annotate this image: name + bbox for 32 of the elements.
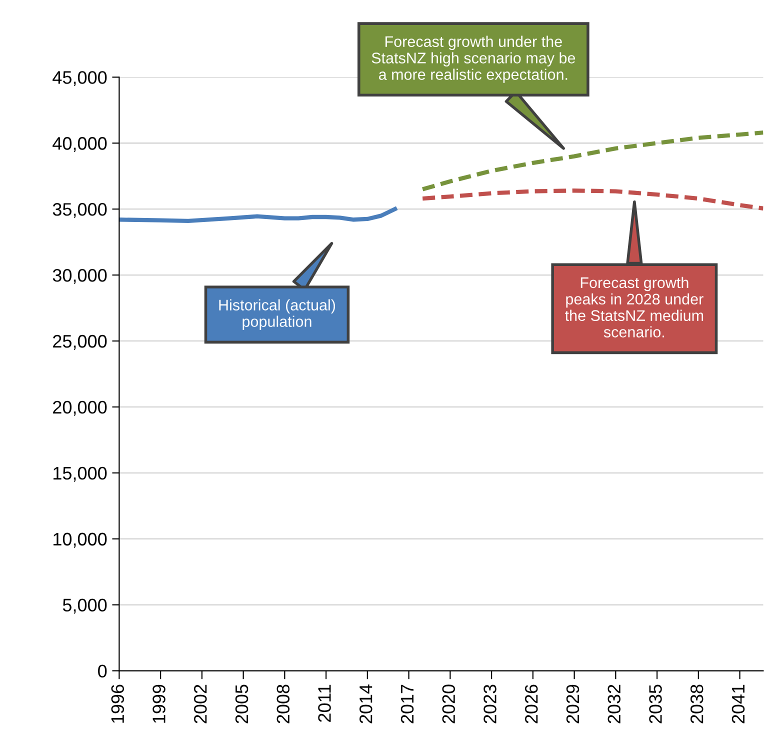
annotation: Forecast growth peaks in 2028 under the StatsNZ medium scenario. (565, 276, 704, 338)
y-tick-label: 5,000 (62, 598, 107, 614)
x-tick-label: 2032 (608, 684, 621, 724)
x-tick-label: 2041 (732, 684, 745, 724)
y-tick-label: 30,000 (52, 268, 107, 284)
x-tick-label: 2029 (566, 684, 580, 724)
x-tick-label: 2035 (649, 684, 662, 724)
y-tick-label: 15,000 (54, 466, 107, 482)
x-tick-label: 2002 (194, 684, 207, 724)
y-tick-label: 0 (98, 664, 107, 678)
x-tick-label: 2020 (442, 684, 456, 724)
x-tick-label: 1996 (111, 684, 124, 723)
x-tick-label: 2023 (484, 684, 496, 724)
annotation: Historical (actual) population (219, 299, 336, 330)
y-tick-label: 20,000 (53, 400, 107, 416)
y-tick-label: 35,000 (52, 203, 107, 218)
x-tick-label: 2017 (400, 684, 414, 724)
x-tick-label: 2008 (276, 684, 290, 724)
annotation: Forecast growth under the StatsNZ high scenario may be a more realistic expectation. (372, 36, 576, 83)
y-tick-label: 45,000 (52, 71, 107, 86)
x-tick-label: 2005 (235, 684, 248, 724)
x-tick-label: 2014 (359, 684, 372, 724)
y-tick-label: 40,000 (52, 137, 107, 152)
x-tick-label: 1999 (152, 684, 166, 723)
y-tick-label: 25,000 (53, 334, 107, 350)
x-tick-label: 2026 (524, 684, 538, 724)
line-series (119, 206, 398, 224)
x-tick-label: 2038 (690, 684, 704, 724)
y-tick-label: 10,000 (54, 532, 107, 548)
x-tick-label: 2011 (318, 684, 331, 722)
line-series (420, 130, 764, 192)
line-series (420, 188, 764, 211)
